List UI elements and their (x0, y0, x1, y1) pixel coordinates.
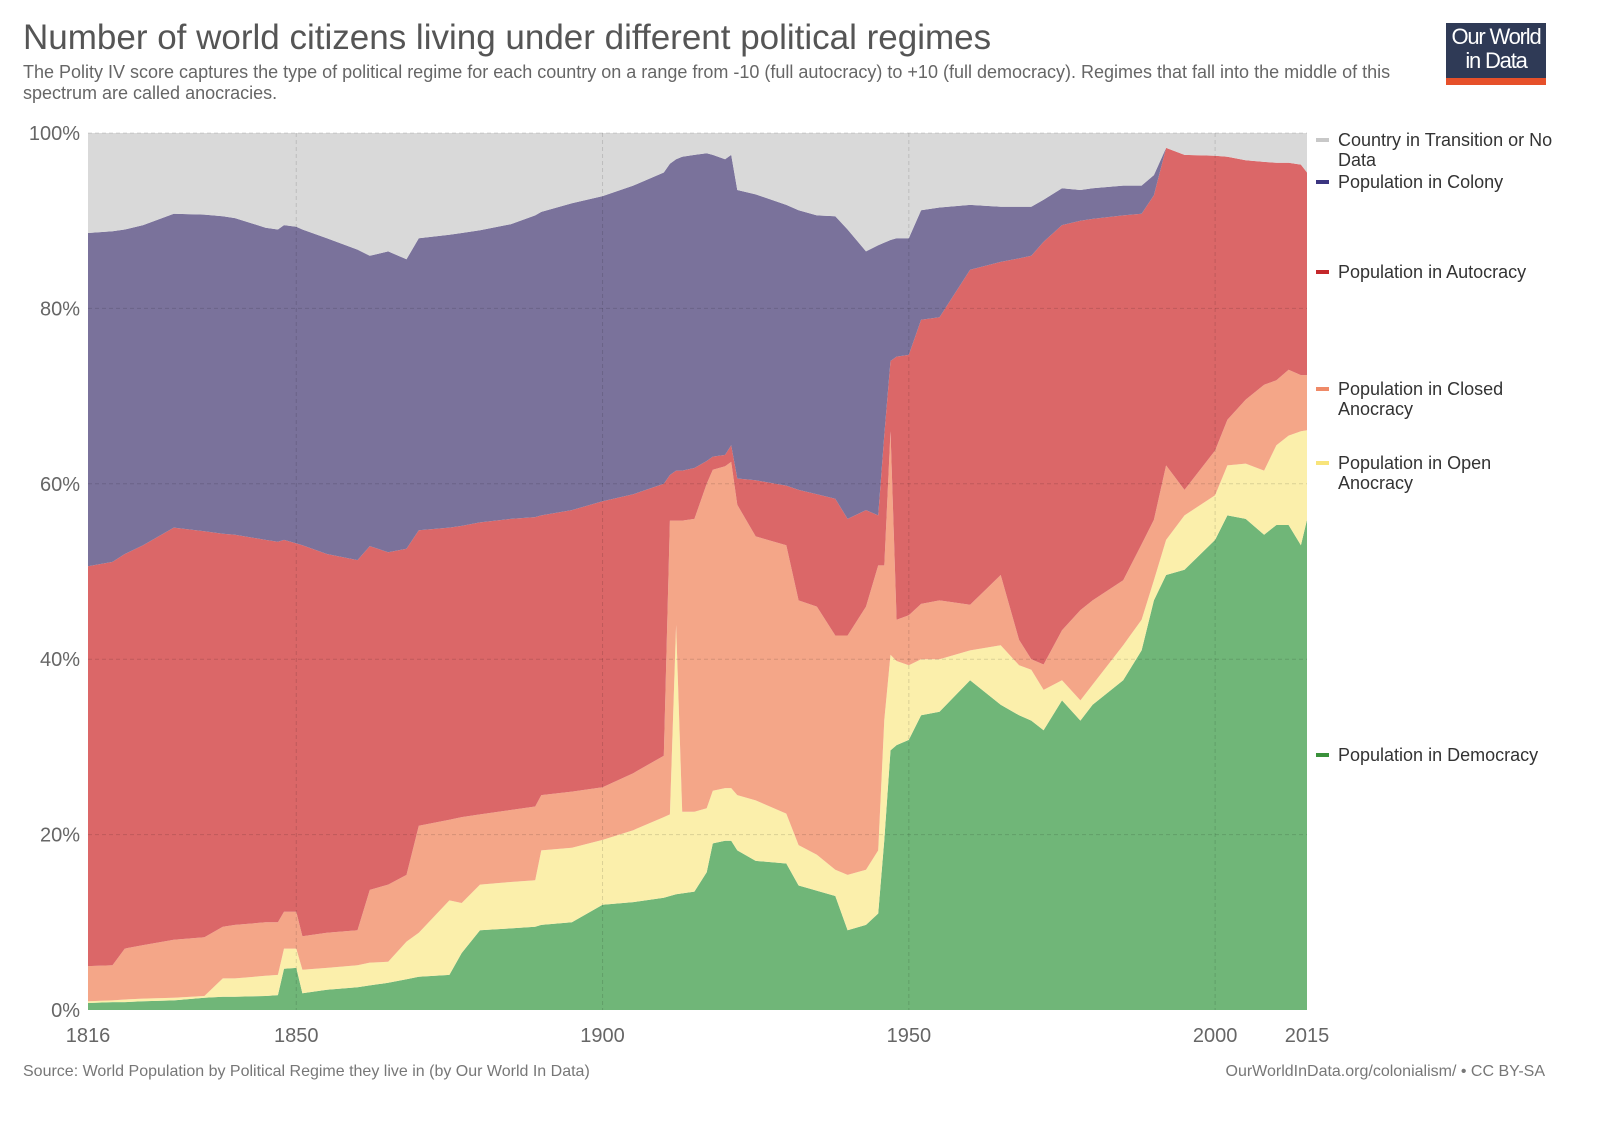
chart-subtitle: The Polity IV score captures the type of… (23, 62, 1391, 103)
x-tick-label: 2000 (1193, 1025, 1238, 1047)
legend-item[interactable]: Population in Open Anocracy (1316, 453, 1576, 493)
gridlines (88, 132, 1307, 1010)
source-note: Source: World Population by Political Re… (23, 1063, 590, 1080)
legend-swatch (1316, 461, 1329, 465)
y-tick-label: 80% (40, 298, 80, 320)
legend-item[interactable]: Country in Transition or No Data (1316, 130, 1576, 170)
y-tick-label: 20% (40, 825, 80, 847)
y-tick-label: 60% (40, 474, 80, 496)
legend-label: Country in Transition or No Data (1338, 130, 1553, 170)
x-tick-label: 2015 (1285, 1025, 1330, 1047)
legend-label: Population in Autocracy (1338, 262, 1527, 282)
legend-item[interactable]: Population in Democracy (1316, 745, 1576, 765)
legend-swatch (1316, 180, 1329, 184)
x-tick-label: 1950 (887, 1025, 932, 1047)
legend-item[interactable]: Population in Closed Anocracy (1316, 379, 1576, 419)
legend-swatch (1316, 138, 1329, 142)
area-country-in-transition-or-no-data[interactable] (88, 133, 1307, 260)
legend-label: Population in Democracy (1338, 745, 1539, 765)
legend-label: Population in Closed Anocracy (1338, 379, 1504, 419)
credit-link[interactable]: OurWorldInData.org/colonialism/ • CC BY-… (1225, 1063, 1546, 1080)
legend-swatch (1316, 270, 1329, 274)
area-layers (88, 133, 1307, 1010)
logo-accent-bar (1446, 78, 1546, 85)
y-tick-label: 100% (29, 123, 80, 145)
y-axis-ticks: 0% 20% 40% 60% 80% 100% (29, 123, 80, 1022)
legend-item[interactable]: Population in Colony (1316, 172, 1576, 192)
logo-line-2: in Data (1465, 48, 1528, 73)
x-tick-label: 1816 (66, 1025, 111, 1047)
logo-line-1: Our World (1451, 24, 1541, 49)
x-tick-label: 1850 (274, 1025, 319, 1047)
x-tick-label: 1900 (580, 1025, 625, 1047)
area-population-in-colony[interactable] (88, 147, 1307, 567)
legend-item[interactable]: Population in Autocracy (1316, 262, 1576, 282)
area-population-in-autocracy[interactable] (88, 147, 1307, 967)
legend-label: Population in Colony (1338, 172, 1504, 192)
y-tick-label: 40% (40, 649, 80, 671)
area-population-in-closed-anocracy[interactable] (88, 369, 1307, 1002)
area-population-in-democracy[interactable] (88, 515, 1307, 1010)
legend-swatch (1316, 387, 1329, 391)
x-axis-ticks: 1816 1850 1900 1950 2000 2015 (66, 1025, 1330, 1047)
legend-label: Population in Open Anocracy (1338, 453, 1492, 493)
owid-logo[interactable]: Our World in Data (1446, 23, 1546, 85)
chart-title: Number of world citizens living under di… (23, 18, 992, 57)
y-tick-label: 0% (51, 1000, 80, 1022)
legend-swatch (1316, 753, 1329, 757)
